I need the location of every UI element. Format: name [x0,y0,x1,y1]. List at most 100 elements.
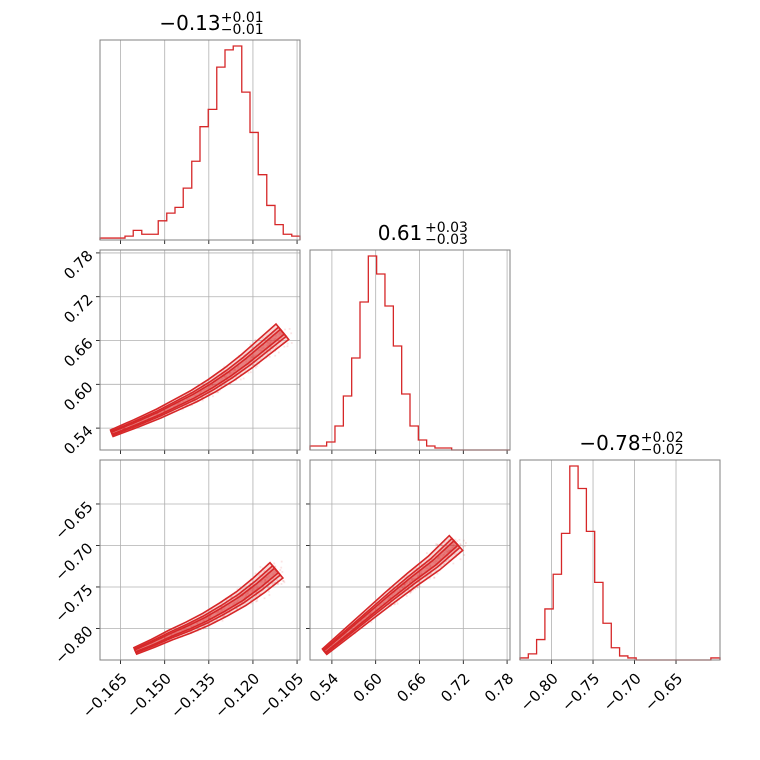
panel-frame [309,249,511,451]
sample-point [285,337,287,340]
sample-point [232,603,234,606]
y-tick-label: 0.78 [60,247,96,283]
sample-point [259,593,262,596]
sample-point [420,563,423,566]
sample-point [235,604,238,607]
sample-point [390,588,392,591]
panel-frame [519,459,721,661]
sample-point [264,579,266,581]
sample-point [359,620,362,623]
sample-point [337,639,340,642]
sample-point [208,622,210,625]
sample-point [461,545,464,548]
sample-point [219,606,222,609]
sample-point [216,618,219,621]
sample-point [205,387,208,390]
sample-point [403,583,406,586]
x-tick-label: −0.75 [558,670,603,715]
sample-point [233,601,236,604]
sample-point [263,581,266,584]
sample-point [414,588,417,591]
sample-point [216,612,219,615]
sample-point [231,375,233,378]
sample-point [237,594,240,597]
sample-point [252,364,254,367]
sample-point [259,565,262,568]
sample-point [452,545,455,548]
param-title-minus-0: −0.01 [221,22,264,38]
y-tick-label: 0.72 [60,291,96,327]
sample-point [417,581,420,584]
sample-point [248,363,251,366]
sample-point [170,633,173,636]
scatter-panel-2-background [310,460,510,660]
sample-point [458,538,461,541]
sample-point [276,578,278,581]
x-tick-label: 0.54 [306,670,342,706]
sample-point [228,604,230,607]
sample-point [251,589,253,592]
sample-point [261,336,264,339]
sample-point [232,371,235,374]
sample-point [256,361,259,363]
sample-point [243,369,246,371]
sample-point [255,583,258,586]
sample-point [419,577,422,579]
sample-point [260,343,263,346]
sample-point [358,622,361,625]
sample-point [221,382,224,385]
sample-point [199,620,201,623]
sample-point [249,343,252,346]
sample-point [223,615,226,618]
sample-point [183,627,185,630]
sample-point [235,379,237,381]
sample-point [283,345,286,348]
sample-point [328,646,331,649]
sample-point [240,592,242,595]
sample-point [261,347,263,350]
sample-point [258,345,260,347]
sample-point [263,351,265,354]
sample-point [163,410,165,413]
sample-point [428,577,431,580]
sample-point [459,542,462,545]
sample-point [339,637,342,640]
contour-inner [110,328,286,436]
sample-point [429,565,432,568]
sample-point [463,554,466,556]
sample-point [366,620,369,623]
sample-point [267,575,270,578]
sample-point [447,554,449,557]
sample-point [260,349,263,352]
sample-point [121,427,124,430]
sample-point [200,397,203,399]
sample-point [225,370,228,373]
sample-point [243,596,246,599]
sample-point [455,553,458,556]
sample-point [275,345,278,348]
sample-point [264,581,266,584]
x-tick-label: −0.135 [167,670,219,722]
sample-point [462,539,465,542]
sample-point [456,540,459,543]
sample-point [434,560,437,562]
sample-point [403,582,406,585]
sample-point [239,373,242,376]
sample-point [369,613,371,616]
sample-point [260,580,263,583]
sample-point [121,427,124,430]
scatter-panel-1 [96,459,301,664]
sample-point [459,544,462,547]
sample-point [225,376,228,379]
sample-point [437,555,440,558]
sample-point [268,343,270,346]
sample-point [186,398,189,401]
sample-point [396,586,399,589]
sample-point [190,625,192,628]
sample-point [201,625,204,627]
sample-point [208,617,211,620]
panel-frame [309,459,511,661]
sample-point [224,603,226,606]
sample-point [178,401,181,403]
sample-point [257,349,260,352]
